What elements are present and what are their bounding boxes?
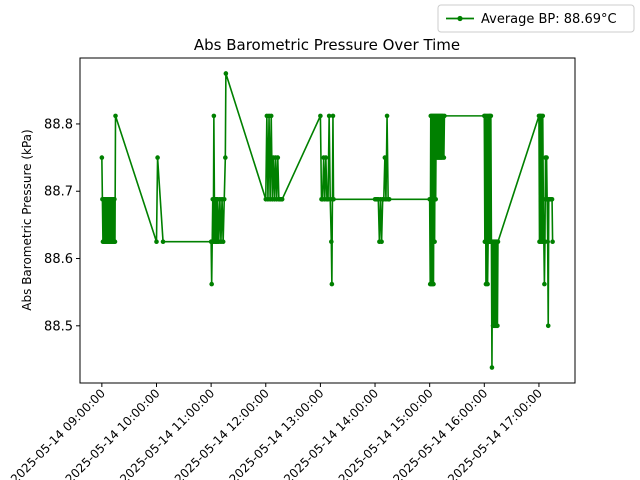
data-point [432, 239, 437, 244]
legend-marker-swatch [457, 15, 463, 22]
data-point [544, 155, 549, 160]
data-point [112, 197, 117, 202]
data-point [154, 239, 159, 244]
data-point [485, 281, 490, 287]
x-tick-label: 2025-05-14 10:00:00 [63, 386, 163, 480]
y-tick-label: 88.7 [44, 185, 73, 200]
x-tick-label: 2025-05-14 11:00:00 [117, 386, 217, 480]
data-point [488, 113, 494, 119]
data-point [427, 197, 432, 202]
y-axis-label: Abs Barometric Pressure (kPa) [20, 129, 34, 310]
data-point [155, 155, 160, 160]
y-tick-label: 88.6 [44, 252, 73, 267]
data-point [223, 71, 229, 76]
legend-entry-label: Average BP: 88.69°C [481, 12, 617, 27]
x-tick-label: 2025-05-14 12:00:00 [172, 386, 272, 480]
x-tick-label: 2025-05-14 13:00:00 [226, 386, 326, 480]
data-point [386, 197, 392, 202]
data-point [112, 239, 118, 244]
data-point [431, 281, 436, 287]
data-point [489, 365, 495, 370]
data-point [268, 113, 274, 119]
plot-area [79, 57, 576, 384]
data-point [160, 239, 166, 244]
data-point [220, 239, 226, 244]
x-tick-label: 2025-05-14 17:00:00 [445, 386, 545, 480]
chart-title: Abs Barometric Pressure Over Time [194, 36, 460, 54]
data-point [545, 239, 550, 244]
x-tick-label: 2025-05-14 15:00:00 [336, 386, 436, 480]
data-point [441, 155, 447, 160]
data-point [549, 197, 555, 202]
data-point [326, 113, 332, 119]
y-tick-label: 88.5 [44, 319, 73, 334]
y-axis: 88.5 88.6 88.7 88.8 [44, 117, 80, 334]
plot-frame [79, 57, 576, 384]
data-point [279, 197, 285, 202]
x-tick-label: 2025-05-14 14:00:00 [281, 386, 381, 480]
series-layer [99, 71, 555, 370]
x-tick-label: 2025-05-14 09:00:00 [8, 386, 108, 480]
data-point [382, 155, 388, 160]
x-tick-label: 2025-05-14 16:00:00 [390, 386, 490, 480]
data-point [433, 197, 438, 202]
data-point [323, 155, 329, 160]
data-point [211, 113, 217, 119]
data-point [329, 239, 334, 244]
data-point [221, 197, 227, 202]
data-point [329, 281, 335, 287]
data-point [550, 239, 555, 244]
data-point [540, 113, 546, 119]
data-point [209, 281, 214, 287]
data-point [442, 113, 447, 119]
data-point [545, 323, 551, 329]
data-point [495, 239, 501, 244]
data-point [99, 155, 105, 160]
data-point [318, 113, 323, 119]
data-point [384, 113, 390, 119]
data-point [331, 197, 336, 202]
data-point [542, 281, 547, 287]
data-point [495, 323, 500, 329]
data-point [113, 113, 118, 119]
y-tick-label: 88.8 [44, 117, 73, 132]
legend-frame [437, 4, 635, 33]
data-point [330, 113, 336, 119]
legend: Average BP: 88.69°C [437, 4, 635, 33]
data-point [275, 155, 281, 160]
data-point [379, 239, 384, 244]
data-point [223, 155, 228, 160]
